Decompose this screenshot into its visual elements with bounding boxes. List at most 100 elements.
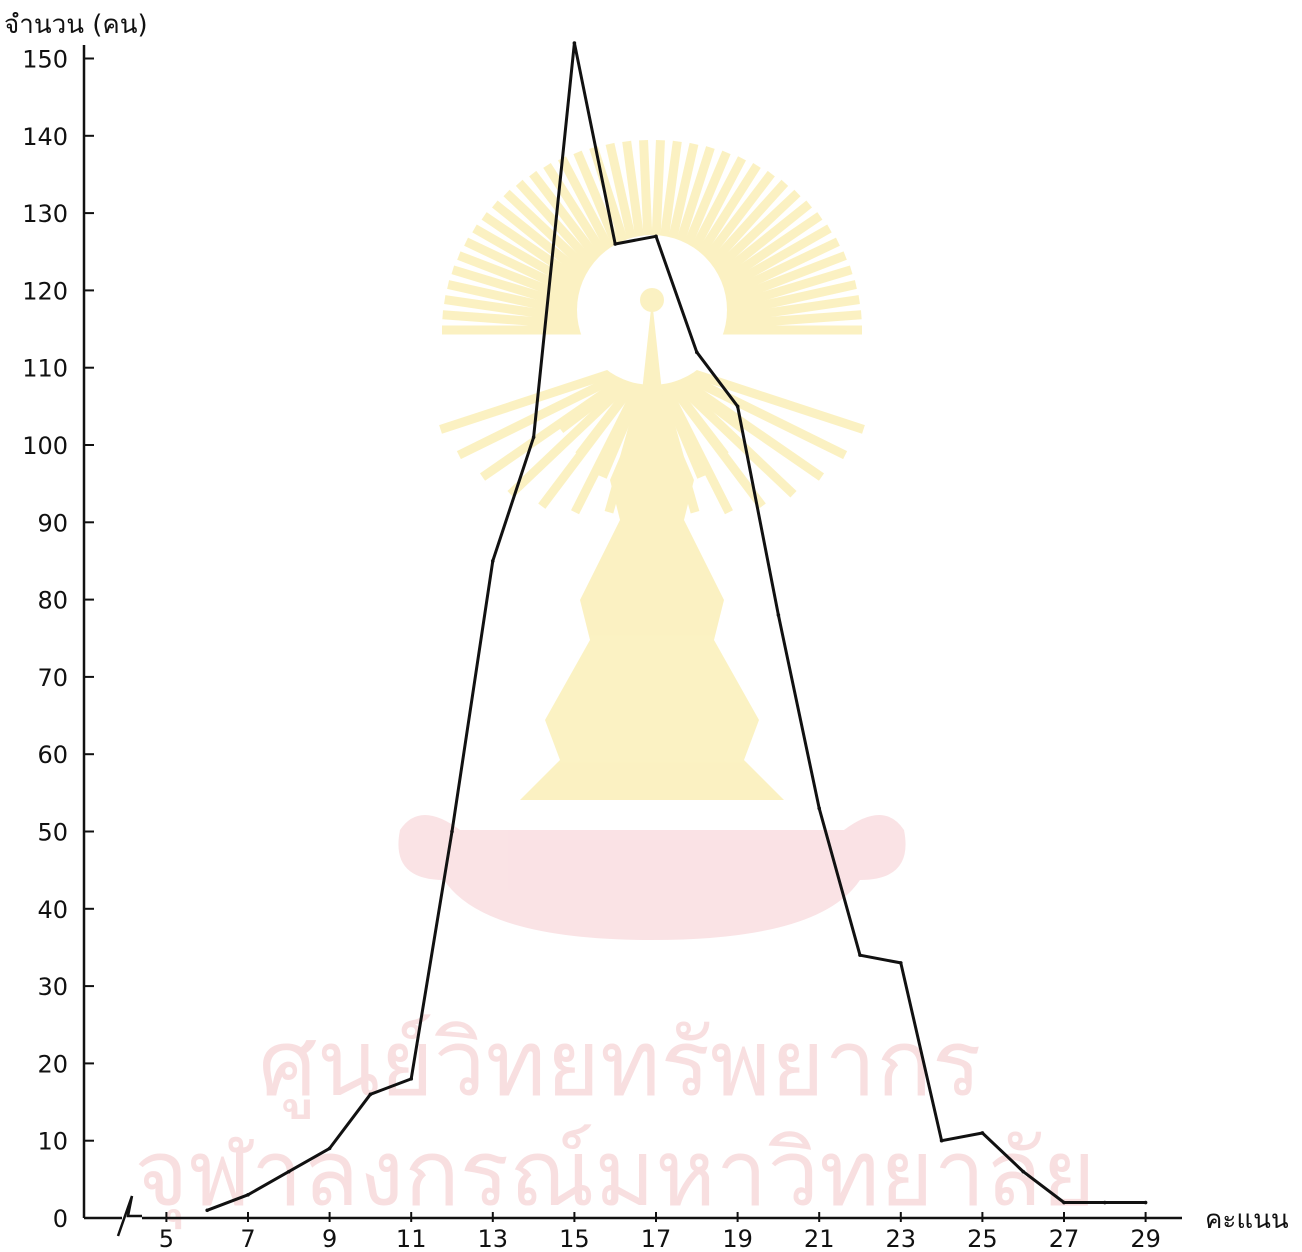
- data-point: [1062, 1200, 1066, 1205]
- data-point: [205, 1208, 209, 1213]
- data-point: [327, 1146, 332, 1151]
- emblem-ray: [557, 356, 655, 434]
- emblem-ray: [648, 356, 797, 498]
- emblem-ray: [647, 357, 733, 515]
- y-axis-ticks: 0 10 20 30 40 50 60 70 80 90 100 110 120 130 140 150: [22, 46, 94, 1233]
- emblem-ray: [647, 359, 678, 495]
- emblem-ray: [457, 251, 654, 335]
- emblem-ray: [481, 212, 655, 334]
- axes: [82, 45, 1182, 1237]
- emblem-ray: [648, 179, 789, 334]
- emblem-ray: [538, 357, 656, 509]
- data-point: [613, 242, 617, 246]
- emblem-ray: [464, 237, 654, 335]
- x-axis-break: [116, 1195, 142, 1237]
- emblem-ray: [649, 356, 747, 434]
- x-axis-ticks: 5 7 9 11 13 15 17 19 21 23 25 27 29: [159, 1212, 1161, 1252]
- emblem-ray: [503, 189, 656, 334]
- emblem-ray: [515, 179, 656, 334]
- data-point: [572, 41, 577, 45]
- data-point: [735, 404, 740, 409]
- emblem-ray: [529, 170, 656, 333]
- y-tick-label: 100: [22, 432, 68, 460]
- data-point: [1021, 1169, 1025, 1174]
- x-tick-label: 19: [722, 1225, 753, 1252]
- emblem-ray: [575, 357, 656, 458]
- y-tick-label: 120: [22, 277, 68, 305]
- data-point: [491, 559, 495, 563]
- data-point: [1103, 1200, 1107, 1205]
- y-tick-label: 90: [37, 509, 68, 537]
- data-point: [695, 350, 699, 355]
- y-tick-label: 60: [37, 741, 68, 769]
- data-point: [980, 1131, 985, 1135]
- x-axis-title: คะแนน: [1205, 1205, 1289, 1235]
- x-tick-label: 7: [240, 1225, 255, 1252]
- series-line: [206, 41, 1146, 1212]
- emblem-ray: [447, 280, 653, 335]
- x-tick-label: 9: [322, 1225, 337, 1252]
- data-point: [858, 953, 862, 957]
- emblem-ray: [647, 359, 667, 507]
- emblem-pagoda: [520, 300, 784, 800]
- data-point: [450, 829, 454, 834]
- emblem-ray: [650, 355, 865, 434]
- emblem-ray: [442, 310, 653, 335]
- data-point: [817, 806, 821, 811]
- emblem-ray: [647, 140, 682, 331]
- emblem-ray: [648, 156, 747, 333]
- emblem-ray: [637, 359, 657, 507]
- data-point: [939, 1138, 944, 1143]
- emblem-ray: [444, 295, 653, 335]
- emblem-ray: [647, 358, 700, 514]
- emblem-base: [398, 815, 906, 940]
- data-point: [287, 1169, 291, 1174]
- watermark-text-group: ศูนย์วิทยทรัพยากร จุฬาลงกรณ์มหาวิทยาลัย: [134, 1010, 1095, 1230]
- x-tick-label: 13: [478, 1225, 509, 1252]
- y-axis-title: จำนวน (คน): [4, 10, 148, 40]
- emblem-halo: [577, 235, 727, 385]
- x-tick-label: 23: [886, 1225, 917, 1252]
- x-tick-label: 11: [396, 1225, 427, 1252]
- x-tick-label: 17: [641, 1225, 672, 1252]
- watermark-text-line1: ศูนย์วิทยทรัพยากร: [259, 1010, 982, 1119]
- emblem-ray: [557, 156, 656, 333]
- y-tick-label: 20: [37, 1050, 68, 1078]
- emblem-ray: [639, 139, 657, 331]
- emblem-ray: [451, 265, 654, 335]
- emblem-ray: [605, 142, 657, 331]
- emblem-ray: [650, 355, 848, 460]
- y-tick-label: 80: [37, 587, 68, 615]
- x-tick-label: 15: [559, 1225, 590, 1252]
- emblem-ray: [648, 357, 766, 509]
- data-point: [531, 435, 536, 440]
- emblem-ray: [604, 358, 657, 514]
- emblem-ray: [647, 150, 731, 332]
- emblem-ray: [647, 146, 715, 332]
- y-tick-label: 30: [37, 973, 68, 1001]
- y-tick-label: 130: [22, 200, 68, 228]
- emblem-ray: [571, 357, 657, 515]
- x-tick-label: 29: [1130, 1225, 1161, 1252]
- emblem-ray: [622, 140, 657, 331]
- emblem-ray: [456, 355, 654, 460]
- data-point: [899, 961, 903, 965]
- emblem-ray: [648, 357, 729, 458]
- series-layer: [205, 41, 1148, 1213]
- emblem-ray: [647, 142, 699, 331]
- y-tick-label: 10: [37, 1128, 68, 1156]
- data-point: [246, 1193, 250, 1197]
- emblem-ray: [491, 200, 655, 334]
- emblem-ray: [648, 170, 775, 333]
- y-tick-label: 110: [22, 355, 68, 383]
- y-tick-label: 50: [37, 819, 68, 847]
- data-point: [776, 613, 781, 617]
- x-tick-label: 27: [1049, 1225, 1080, 1252]
- y-tick-label: 0: [53, 1205, 68, 1233]
- emblem-rays: [439, 139, 865, 515]
- emblem-ray: [649, 212, 823, 334]
- emblem-ray: [439, 355, 654, 434]
- emblem-ray: [647, 358, 706, 479]
- emblem-ray: [598, 358, 657, 479]
